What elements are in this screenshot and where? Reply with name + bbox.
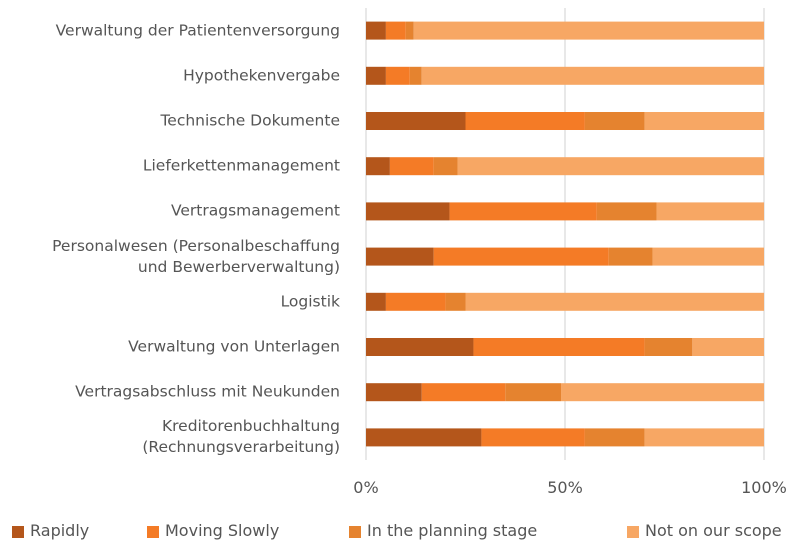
bar-segment: [413, 21, 764, 40]
y-tick-label: Verwaltung von Unterlagen: [128, 337, 340, 356]
bar-segment: [481, 428, 585, 447]
bar-segment: [644, 428, 764, 447]
bar-segment: [465, 292, 764, 311]
bar-segment: [421, 66, 764, 85]
legend-label: In the planning stage: [367, 521, 538, 540]
bar-segment: [644, 112, 764, 130]
x-tick-label: 100%: [741, 478, 787, 497]
y-tick-label: Kreditorenbuchhaltung (Rechnungsverarbei…: [142, 417, 340, 457]
x-tick-label: 50%: [547, 478, 583, 497]
bar-segment: [366, 247, 434, 266]
bar-segment: [584, 428, 645, 447]
bar-segment: [366, 428, 482, 447]
legend-swatch: [627, 526, 639, 538]
y-tick-label: Vertragsmanagement: [170, 201, 340, 220]
bar-segment: [366, 383, 422, 402]
bar-segment: [385, 292, 446, 311]
y-tick-label: Vertragsabschluss mit Neukunden: [75, 382, 340, 401]
bar-segment: [366, 292, 386, 311]
y-tick-label: Lieferkettenmanagement: [142, 156, 340, 175]
bar-segment: [385, 21, 406, 40]
bar-segment: [433, 247, 609, 266]
legend-swatch: [147, 526, 159, 538]
bar-segment: [449, 202, 597, 221]
bar-segment: [366, 112, 466, 130]
bar-segment: [561, 383, 764, 402]
legend-label: Rapidly: [30, 521, 90, 540]
bar-segment: [584, 112, 645, 130]
legend-swatch: [349, 526, 361, 538]
legend-swatch: [12, 526, 24, 538]
bar-segment: [596, 202, 657, 221]
bar-segment: [385, 66, 410, 85]
bar-segment: [389, 157, 434, 176]
bar-segment: [366, 21, 386, 40]
bar-segment: [656, 202, 764, 221]
y-tick-label: Hypothekenvergabe: [183, 66, 340, 85]
bar-segment: [473, 338, 645, 356]
bar-segment: [652, 247, 764, 266]
bar-segment: [445, 292, 466, 311]
bar-segment: [421, 383, 506, 402]
bar-segment: [644, 338, 693, 356]
bar-segment: [433, 157, 458, 176]
bar-segment: [366, 157, 390, 176]
bar-segment: [465, 112, 585, 130]
x-tick-label: 0%: [353, 478, 379, 497]
bar-segment: [457, 157, 764, 176]
bar-segment: [366, 338, 474, 356]
bar-segment: [409, 66, 422, 85]
y-tick-label: Technische Dokumente: [160, 111, 340, 130]
legend-label: Not on our scope: [645, 521, 782, 540]
y-tick-label: Personalwesen (Personalbeschaffung und B…: [52, 236, 340, 276]
legend-label: Moving Slowly: [165, 521, 280, 540]
bar-segment: [366, 202, 450, 221]
bar-segment: [692, 338, 764, 356]
bar-segment: [366, 66, 386, 85]
y-tick-label: Logistik: [280, 292, 340, 311]
y-tick-label: Verwaltung der Patientenversorgung: [55, 21, 340, 40]
bar-segment: [405, 21, 414, 40]
bar-segment: [505, 383, 562, 402]
bar-segment: [608, 247, 653, 266]
